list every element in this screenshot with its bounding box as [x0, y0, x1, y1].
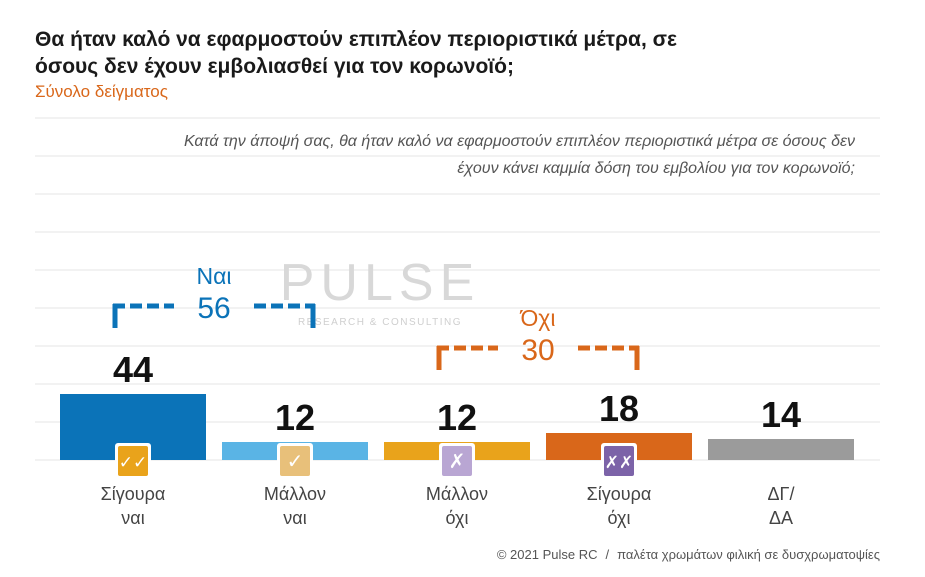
- double-cross-icon-glyph: ✗✗: [605, 453, 634, 473]
- footer-separator: /: [605, 547, 610, 562]
- double-check-icon-glyph: ✓✓: [119, 453, 148, 473]
- check-icon-glyph: ✓: [287, 449, 304, 473]
- category-label: Σίγουρα: [587, 484, 652, 504]
- double-check-icon: [118, 446, 148, 476]
- data-label: 12: [275, 397, 315, 438]
- data-label: 12: [437, 397, 477, 438]
- palette-note: παλέτα χρωμάτων φιλική σε δυσχρωματοψίες: [617, 547, 880, 562]
- cross-icon-glyph: ✗: [449, 449, 466, 473]
- category-label: όχι: [608, 508, 631, 528]
- footer: © 2021 Pulse RC / παλέτα χρωμάτων φιλική σ…: [497, 547, 880, 562]
- category-label: Μάλλον: [264, 484, 326, 504]
- watermark-logo: PULSE: [280, 254, 481, 312]
- category-label: ΔΑ: [769, 508, 793, 528]
- category-label: ναι: [283, 508, 306, 528]
- survey-question: Κατά την άποψή σας, θα ήταν καλό να εφαρ…: [183, 133, 855, 177]
- group-label: Όχι: [520, 305, 556, 331]
- group-label: Ναι: [196, 263, 231, 289]
- data-label: 44: [113, 349, 153, 390]
- category-label: Σίγουρα: [101, 484, 166, 504]
- watermark-subtitle: RESEARCH & CONSULTING: [298, 317, 462, 328]
- copyright: © 2021 Pulse RC: [496, 547, 598, 562]
- cross-icon: [442, 446, 472, 476]
- data-label: 18: [599, 388, 639, 429]
- double-cross-icon: [604, 446, 634, 476]
- category-label: όχι: [446, 508, 469, 528]
- chart-subtitle: Σύνολο δείγματος: [35, 82, 168, 101]
- category-label: ναι: [121, 508, 144, 528]
- group-value: 56: [197, 292, 230, 325]
- chart-title: Θα ήταν καλό να εφαρμοστούν επιπλέον περ…: [35, 28, 677, 78]
- category-label: ΔΓ/: [768, 484, 795, 504]
- category-label: Μάλλον: [426, 484, 488, 504]
- group-value: 30: [521, 334, 554, 367]
- check-icon: [280, 446, 310, 476]
- data-label: 14: [761, 394, 801, 435]
- bar: [708, 439, 854, 460]
